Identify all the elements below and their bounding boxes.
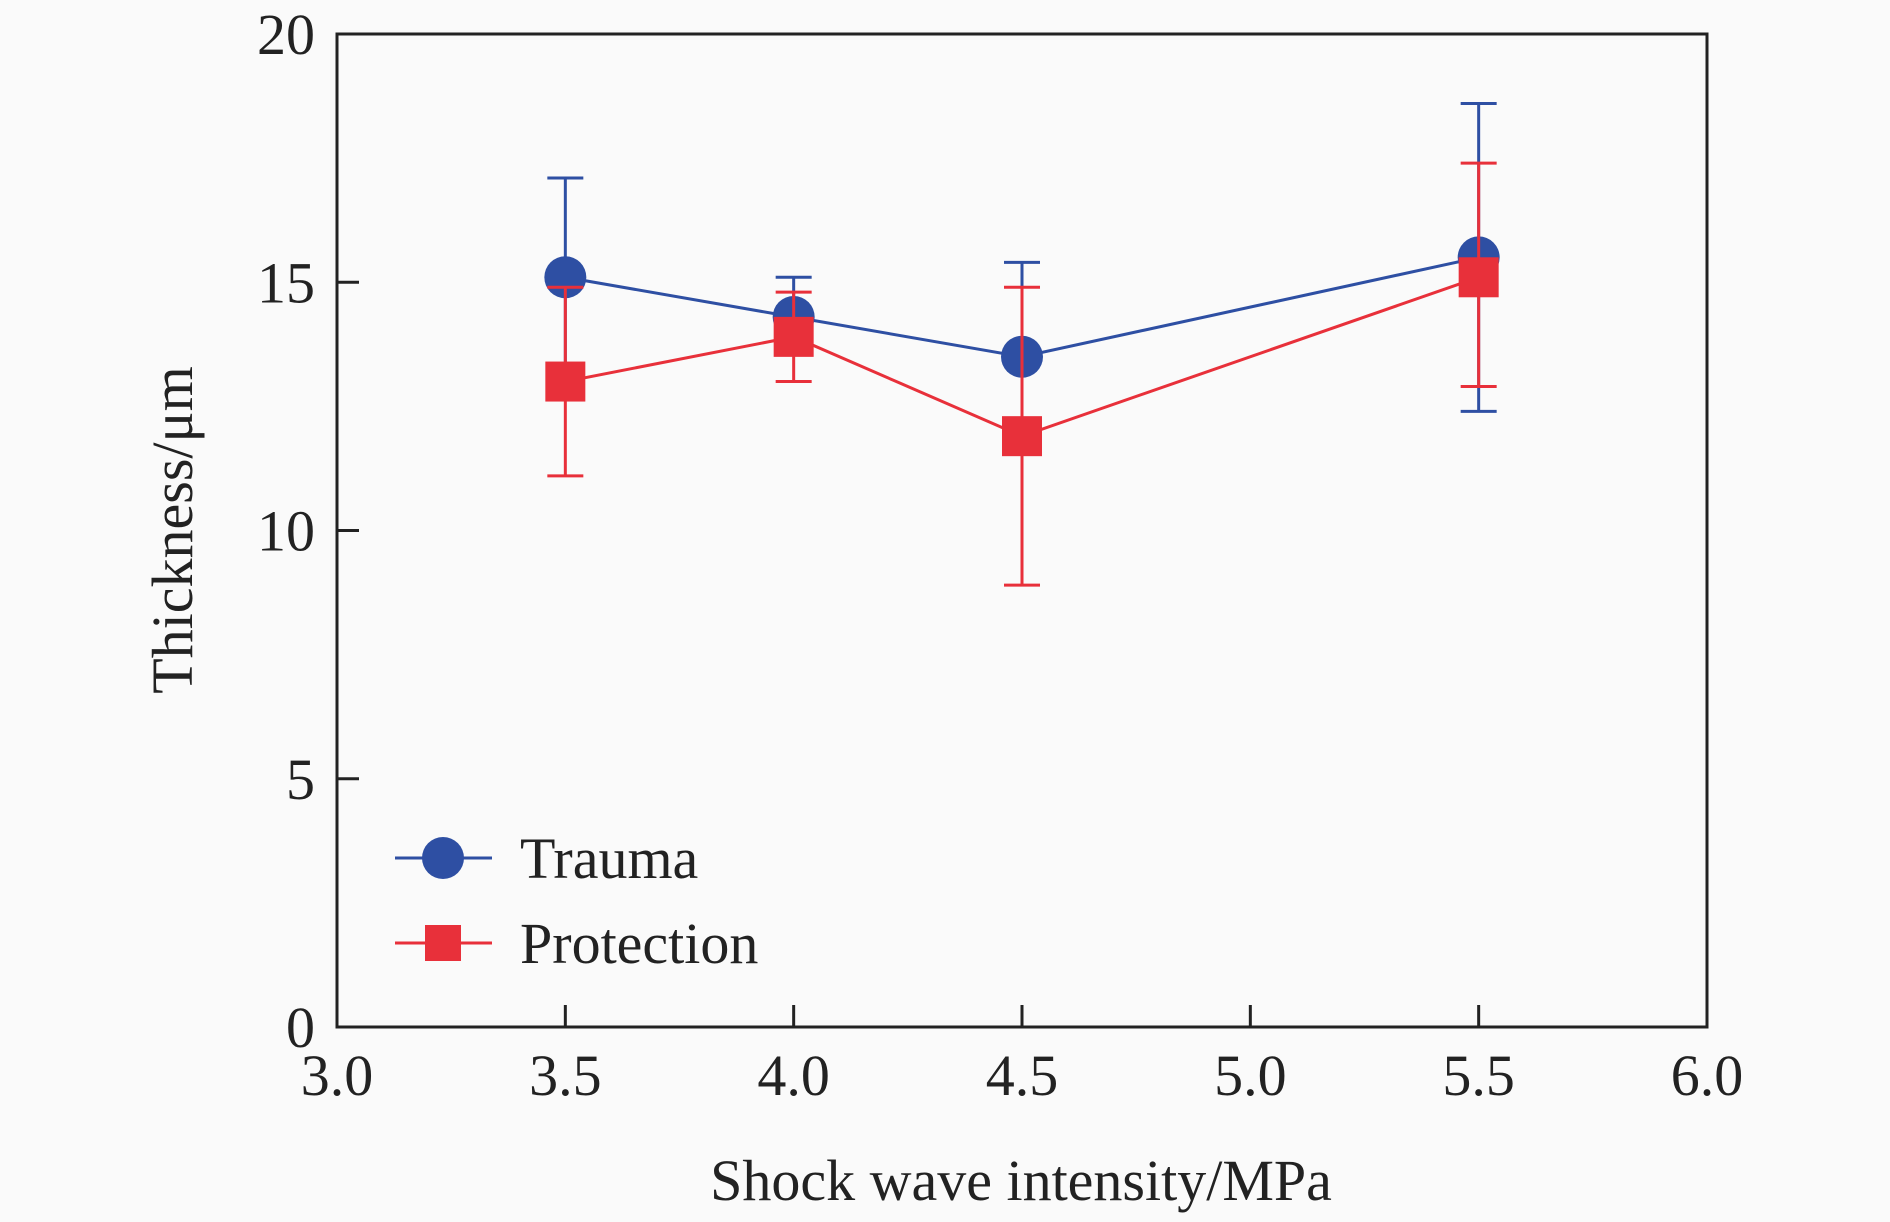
legend: Trauma Protection	[395, 826, 758, 976]
x-tick-label: 5.5	[1442, 1043, 1515, 1108]
series-layer	[544, 102, 1500, 587]
y-tick-label: 5	[286, 747, 315, 812]
y-tick-label: 15	[257, 250, 315, 315]
x-tick-label: 5.0	[1214, 1043, 1287, 1108]
y-axis-title: Thickness/μm	[140, 366, 205, 694]
y-tick-label: 10	[257, 499, 315, 564]
series-protection	[545, 161, 1499, 587]
legend-protection-marker	[425, 925, 461, 961]
protection-point	[1002, 416, 1042, 457]
x-tick-label: 3.5	[529, 1043, 602, 1108]
y-tick-label: 0	[286, 995, 315, 1060]
trauma-line	[565, 255, 1479, 359]
legend-trauma-label: Trauma	[520, 826, 698, 891]
x-tick-label: 4.5	[986, 1043, 1059, 1108]
protection-point	[1458, 257, 1499, 298]
x-axis-title: Shock wave intensity/MPa	[710, 1148, 1332, 1213]
x-tick-label: 3.0	[301, 1043, 374, 1108]
protection-point	[773, 316, 814, 357]
protection-point	[545, 361, 586, 402]
x-axis: 3.0 3.5 4.0 4.5 5.0 5.5 6.0	[301, 1005, 1744, 1108]
y-tick-label: 20	[257, 2, 315, 67]
x-tick-label: 4.0	[757, 1043, 830, 1108]
legend-trauma-marker	[422, 837, 464, 879]
y-axis: 0 5 10 15 20	[257, 2, 359, 1060]
legend-protection-label: Protection	[520, 911, 758, 976]
protection-line	[565, 275, 1480, 438]
x-tick-label: 6.0	[1671, 1043, 1744, 1108]
